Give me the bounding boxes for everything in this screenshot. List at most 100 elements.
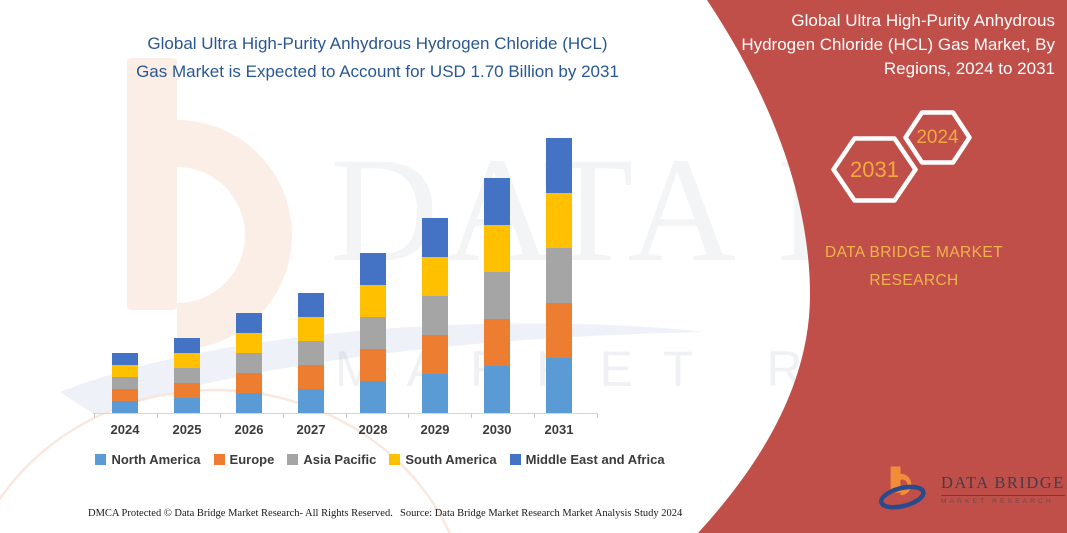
bar-segment-europe: [112, 389, 138, 401]
bar-segment-south-america: [546, 193, 572, 248]
legend-swatch-icon: [287, 454, 299, 465]
bar-segment-south-america: [112, 365, 138, 377]
x-axis-label-2031: 2031: [544, 422, 574, 437]
chart-title-line2: Gas Market is Expected to Account for US…: [136, 61, 619, 81]
legend-label: Europe: [229, 452, 275, 467]
bar-segment-north-america: [112, 401, 138, 413]
legend-item-asia-pacific: Asia Pacific: [287, 452, 376, 467]
bar-segment-europe: [484, 319, 510, 366]
stacked-bar-2026: [236, 313, 262, 413]
banner-title: Global Ultra High-Purity Anhydrous Hydro…: [741, 11, 1055, 79]
legend-item-north-america: North America: [95, 452, 201, 467]
x-axis-label-2026: 2026: [234, 422, 264, 437]
legend-swatch-icon: [213, 454, 225, 465]
bar-segment-south-america: [298, 317, 324, 341]
x-axis-label-2028: 2028: [358, 422, 388, 437]
bar-segment-asia-pacific: [484, 272, 510, 319]
legend-item-middle-east-and-africa: Middle East and Africa: [509, 452, 665, 467]
bar-segment-europe: [174, 383, 200, 398]
bar-segment-north-america: [484, 366, 510, 413]
x-axis-tick: [534, 413, 535, 418]
stacked-bar-2029: [422, 218, 448, 413]
legend-label: Middle East and Africa: [525, 452, 665, 467]
bar-segment-north-america: [174, 398, 200, 413]
bar-segment-south-america: [360, 285, 386, 317]
stacked-bar-chart: 2024 2025 2026 2027 2028 2029 2030 2031: [90, 108, 610, 440]
bar-segment-asia-pacific: [174, 368, 200, 383]
stacked-bar-2031: [546, 138, 572, 413]
legend-label: Asia Pacific: [303, 452, 377, 467]
hexagon-year-2031: 2031: [850, 156, 899, 182]
legend-swatch-icon: [95, 454, 107, 465]
logo-text: DATA BRIDGE MARKET RESEARCH: [941, 473, 1065, 505]
legend-item-south-america: South America: [389, 452, 497, 467]
chart-title: Global Ultra High-Purity Anhydrous Hydro…: [105, 30, 650, 85]
bar-segment-europe: [422, 335, 448, 374]
logo-title: DATA BRIDGE: [941, 473, 1065, 496]
footer-source-text: Source: Data Bridge Market Research Mark…: [400, 508, 683, 519]
bar-segment-south-america: [422, 257, 448, 296]
hexagon-badge-2031: 2031: [831, 136, 918, 203]
bar-segment-north-america: [360, 381, 386, 413]
stacked-bar-2027: [298, 293, 324, 413]
bar-segment-asia-pacific: [236, 353, 262, 373]
bar-segment-middle-east-and-africa: [484, 178, 510, 225]
x-axis-tick: [157, 413, 158, 418]
bar-segment-north-america: [298, 389, 324, 413]
bar-segment-europe: [360, 349, 386, 381]
bar-segment-middle-east-and-africa: [298, 293, 324, 317]
legend-swatch-icon: [389, 454, 401, 465]
x-axis-tick: [283, 413, 284, 418]
x-axis-label-2030: 2030: [482, 422, 512, 437]
hexagon-year-2024: 2024: [916, 126, 959, 148]
x-axis-label-2024: 2024: [110, 422, 140, 437]
hexagon-outline-icon: [903, 110, 972, 165]
bar-segment-south-america: [174, 353, 200, 368]
x-axis-tick: [346, 413, 347, 418]
x-axis-line: [93, 413, 597, 414]
bar-segment-middle-east-and-africa: [112, 353, 138, 365]
x-axis-tick: [94, 413, 95, 418]
bar-segment-north-america: [422, 374, 448, 413]
x-axis-label-2027: 2027: [296, 422, 326, 437]
bar-segment-south-america: [484, 225, 510, 272]
bar-segment-middle-east-and-africa: [546, 138, 572, 193]
stacked-bar-2024: [112, 353, 138, 413]
bar-segment-europe: [298, 365, 324, 389]
data-bridge-logo-icon: [878, 466, 926, 510]
bar-segment-asia-pacific: [112, 377, 138, 389]
bar-segment-asia-pacific: [422, 296, 448, 335]
x-axis-tick: [597, 413, 598, 418]
bar-segment-asia-pacific: [360, 317, 386, 349]
bar-segment-middle-east-and-africa: [174, 338, 200, 353]
bar-segment-middle-east-and-africa: [422, 218, 448, 257]
bar-segment-europe: [236, 373, 262, 393]
bar-segment-asia-pacific: [298, 341, 324, 365]
legend-swatch-icon: [509, 454, 521, 465]
legend-label: South America: [405, 452, 497, 467]
hexagon-outline-icon: [831, 136, 918, 203]
x-axis-label-2025: 2025: [172, 422, 202, 437]
stacked-bar-2028: [360, 253, 386, 413]
bar-segment-europe: [546, 303, 572, 358]
x-axis-tick: [471, 413, 472, 418]
legend-item-europe: Europe: [213, 452, 275, 467]
x-axis-tick: [220, 413, 221, 418]
logo-subtitle: MARKET RESEARCH: [941, 498, 1054, 505]
company-logo: DATA BRIDGE MARKET RESEARCH: [878, 462, 1065, 516]
bar-segment-north-america: [546, 358, 572, 413]
x-axis-label-2029: 2029: [420, 422, 450, 437]
chart-title-line1: Global Ultra High-Purity Anhydrous Hydro…: [147, 34, 608, 53]
bar-segment-middle-east-and-africa: [360, 253, 386, 285]
chart-legend: North America Europe Asia Pacific South Ame…: [85, 452, 675, 467]
legend-label: North America: [111, 452, 201, 467]
footer-dmca-text: DMCA Protected © Data Bridge Market Rese…: [88, 508, 393, 519]
bar-segment-middle-east-and-africa: [236, 313, 262, 333]
stacked-bar-2025: [174, 338, 200, 413]
bar-segment-asia-pacific: [546, 248, 572, 303]
banner-brand-text: DATA BRIDGE MARKET RESEARCH: [824, 244, 1003, 289]
x-axis-tick: [408, 413, 409, 418]
stacked-bar-2030: [484, 178, 510, 413]
